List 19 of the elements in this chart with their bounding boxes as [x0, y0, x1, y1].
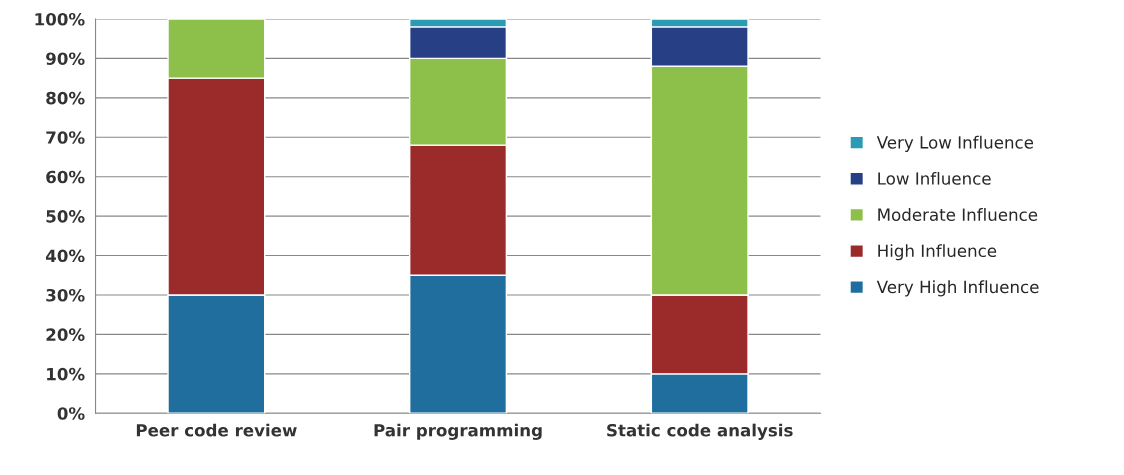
y-tick-label: 30%: [46, 288, 85, 302]
x-tick-label: Peer code review: [136, 423, 297, 437]
y-tick-label: 0%: [57, 407, 85, 420]
y-tick-label: 10%: [47, 367, 85, 381]
legend-label: Low Influence: [878, 171, 991, 185]
y-tick-label: 80%: [46, 91, 85, 105]
y-tick-label: 20%: [46, 328, 85, 341]
legend-label: Very Low Influence: [876, 135, 1034, 152]
y-tick-label: 90%: [46, 52, 85, 65]
y-tick-label: 100%: [35, 12, 85, 26]
x-tick-label: Static code analysis: [607, 423, 793, 440]
y-tick-label: 60%: [46, 170, 85, 184]
x-tick-label: Pair programming: [374, 423, 542, 440]
y-tick-label: 40%: [45, 249, 85, 263]
legend-label: Very High Influence: [876, 280, 1039, 297]
legend-label: High Influence: [878, 244, 997, 261]
y-tick-label: 50%: [46, 210, 85, 223]
y-tick-label: 70%: [46, 131, 85, 144]
legend-label: Moderate Influence: [878, 208, 1038, 221]
